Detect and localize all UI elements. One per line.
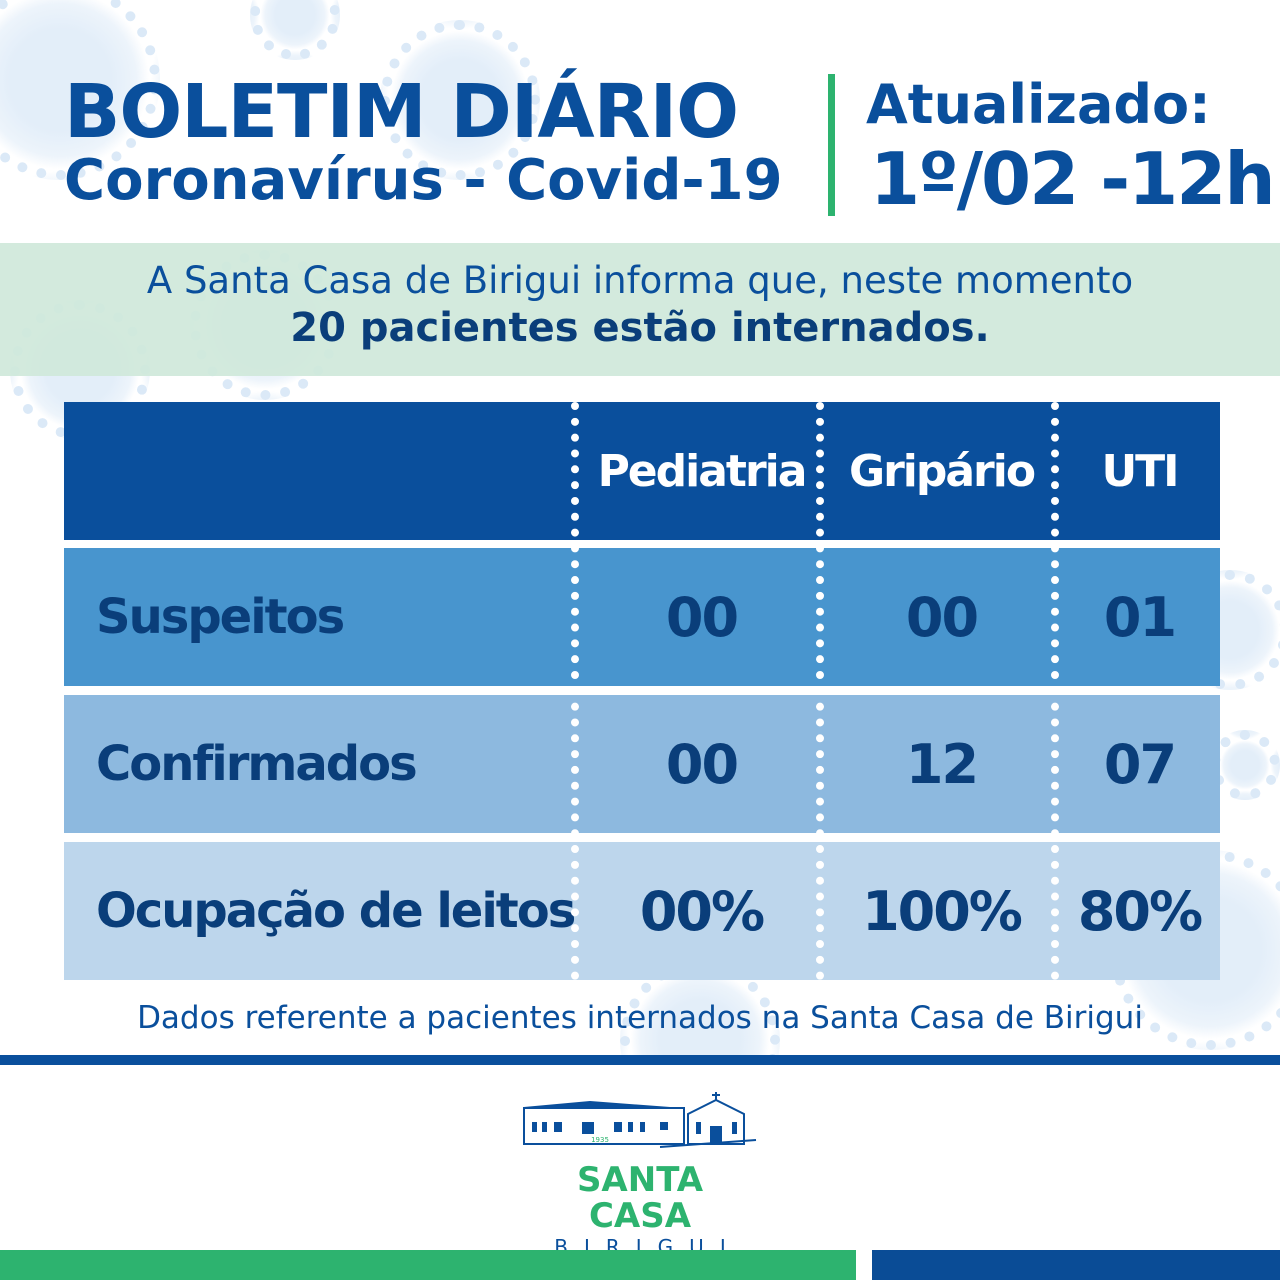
updated-value: 1º/02 -12h	[870, 137, 1276, 221]
table-header-row: Pediatria Gripário UTI	[64, 402, 1220, 540]
table-cell: 00	[665, 732, 739, 796]
notice-line1: A Santa Casa de Birigui informa que, nes…	[146, 259, 1134, 302]
table-cell: 00	[665, 585, 739, 649]
updated-label: Atualizado:	[866, 73, 1211, 136]
column-separator	[1051, 402, 1059, 980]
column-header-pediatria: Pediatria	[597, 445, 808, 497]
divider-rule	[0, 1055, 1280, 1065]
logo-name: SANTA CASA	[576, 1160, 704, 1236]
footer-bar-green	[0, 1250, 856, 1280]
table-cell: 07	[1103, 732, 1177, 796]
table-cell: 100%	[862, 879, 1023, 943]
table-row: Ocupação de leitos 00% 100% 80%	[64, 842, 1220, 980]
notice-line2: 20 pacientes estão internados.	[290, 305, 990, 351]
column-header-gripario: Gripário	[848, 445, 1036, 497]
hospital-building-icon: 1935	[523, 1092, 757, 1148]
table-row: Suspeitos 00 00 01	[64, 548, 1220, 686]
row-label: Ocupação de leitos	[96, 883, 576, 939]
footer-bar-blue	[872, 1250, 1280, 1280]
table-cell: 80%	[1077, 879, 1203, 943]
column-separator	[571, 402, 579, 980]
row-label: Suspeitos	[96, 589, 345, 645]
table-cell: 12	[905, 732, 979, 796]
table-cell: 00	[905, 585, 979, 649]
row-label: Confirmados	[96, 736, 418, 792]
table-cell: 00%	[639, 879, 765, 943]
page-title: BOLETIM DIÁRIO	[64, 69, 739, 155]
page-subtitle: Coronavírus - Covid-19	[64, 148, 783, 213]
table-row: Confirmados 00 12 07	[64, 695, 1220, 833]
footer-area	[0, 1065, 1280, 1280]
divider	[828, 74, 835, 216]
footnote: Dados referente a pacientes internados n…	[137, 1000, 1143, 1036]
table-cell: 01	[1103, 585, 1177, 649]
column-separator	[816, 402, 824, 980]
santa-casa-logo: 1935 SANTA CASA BIRIGUI	[520, 1092, 760, 1260]
column-header-uti: UTI	[1101, 445, 1179, 497]
logo-year: 1935	[591, 1136, 609, 1144]
notice-band: A Santa Casa de Birigui informa que, nes…	[0, 243, 1280, 376]
